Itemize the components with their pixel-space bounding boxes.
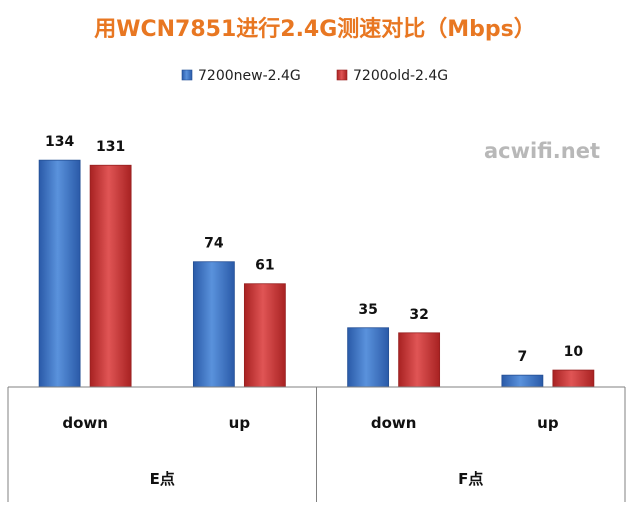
- data-label-0-3: 7: [518, 349, 528, 365]
- data-label-0-2: 35: [358, 302, 377, 318]
- bar-0-1: [192, 261, 235, 388]
- data-label-0-0: 134: [45, 134, 74, 150]
- legend-label-1: 7200old-2.4G: [353, 68, 448, 84]
- bar-0-0: [38, 159, 81, 388]
- data-label-1-2: 32: [409, 307, 428, 323]
- category-label-0: down: [62, 414, 108, 432]
- data-label-1-0: 131: [96, 139, 125, 155]
- data-label-0-1: 74: [204, 236, 224, 252]
- legend: 7200new-2.4G 7200old-2.4G: [181, 68, 448, 84]
- bar-1-2: [398, 332, 441, 388]
- legend-swatch-1: [336, 69, 348, 81]
- bar-0-2: [347, 327, 390, 388]
- group-label-0: E点: [150, 470, 175, 488]
- category-label-3: up: [537, 414, 559, 432]
- bar-1-0: [89, 164, 132, 388]
- group-label-1: F点: [458, 470, 483, 488]
- category-axis: down up down up E点 F点: [7, 386, 626, 502]
- chart-title: 用WCN7851进行2.4G测速对比（Mbps）: [94, 16, 536, 42]
- legend-swatch-0: [181, 69, 193, 81]
- data-label-1-1: 61: [255, 258, 274, 274]
- watermark-text: acwifi.net: [484, 139, 600, 163]
- value-labels-layer: 134 131 74 61 35 32 7 10: [45, 134, 583, 365]
- category-label-1: up: [229, 414, 251, 432]
- legend-label-0: 7200new-2.4G: [198, 68, 301, 84]
- bar-0-3: [501, 374, 544, 388]
- category-label-2: down: [371, 414, 417, 432]
- bars-layer: [38, 159, 595, 388]
- bar-1-3: [552, 369, 595, 388]
- bar-1-1: [243, 283, 286, 388]
- data-label-1-3: 10: [564, 344, 584, 360]
